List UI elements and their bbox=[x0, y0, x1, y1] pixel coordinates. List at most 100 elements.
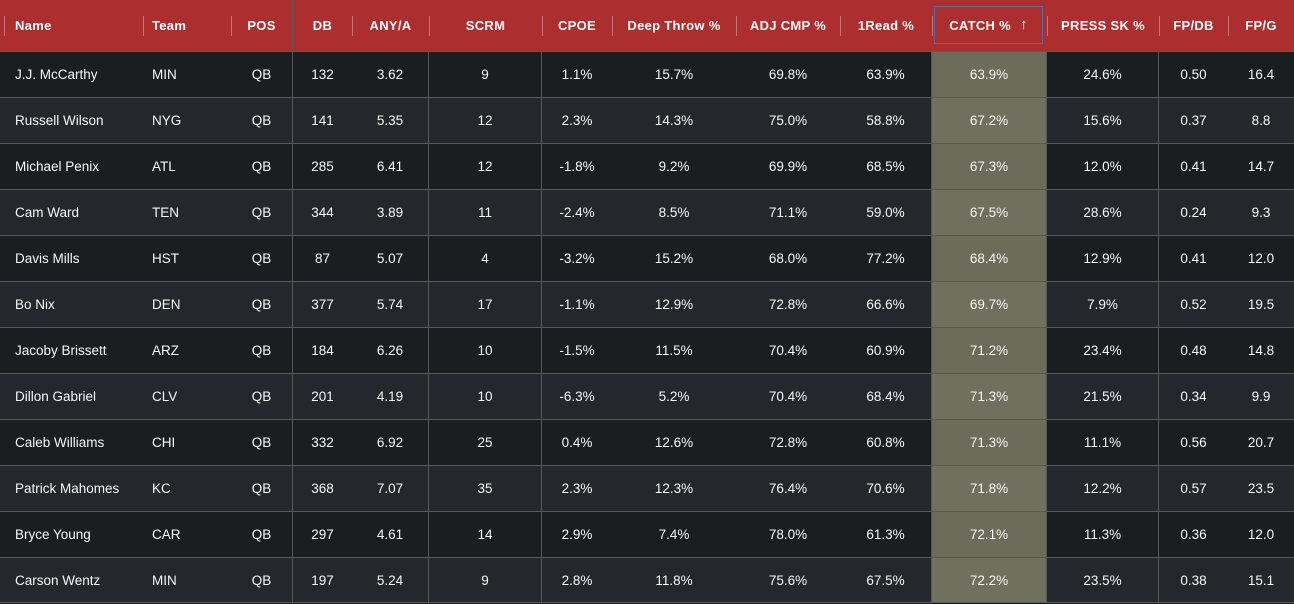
column-header-fpg[interactable]: FP/G bbox=[1228, 0, 1294, 51]
column-header-fpdb[interactable]: FP/DB bbox=[1159, 0, 1228, 51]
cell-adjcmp: 72.8% bbox=[768, 435, 808, 450]
cell-pos: QB bbox=[231, 374, 293, 419]
cell-adjcmp: 69.9% bbox=[768, 159, 808, 174]
cell-db: 332 bbox=[311, 435, 334, 450]
column-header-pos[interactable]: POS bbox=[231, 0, 293, 51]
cell-fpg: 19.5 bbox=[1247, 297, 1275, 312]
cell-deep: 15.2% bbox=[654, 251, 694, 266]
cell-deep: 12.9% bbox=[654, 297, 694, 312]
cell-team: DEN bbox=[152, 297, 181, 312]
cell-cpoe: 2.3% bbox=[561, 113, 593, 128]
cell-team: CLV bbox=[152, 389, 178, 404]
cell-cpoe: -1.8% bbox=[559, 159, 595, 174]
cell-catch: 71.2% bbox=[932, 328, 1047, 373]
table-row: Patrick Mahomes KC QB 368 7.07 35 2.3% 12.3% 76.… bbox=[0, 465, 1294, 511]
cell-db: 87 bbox=[314, 251, 331, 266]
cell-pos: QB bbox=[231, 466, 293, 511]
cell-scrm: 12 bbox=[429, 98, 542, 143]
column-header-cpoe[interactable]: CPOE bbox=[542, 0, 612, 51]
column-header-team[interactable]: Team bbox=[143, 0, 231, 51]
column-header-label: SCRM bbox=[465, 18, 506, 33]
cell-adjcmp: 75.0% bbox=[768, 113, 808, 128]
cell-read1: 77.2% bbox=[840, 236, 932, 281]
table-row: Carson Wentz MIN QB 197 5.24 9 2.8% 11.8% 75.6% 6… bbox=[0, 557, 1294, 603]
cell-name: Dillon Gabriel bbox=[15, 389, 97, 404]
cell-presssk: 23.4% bbox=[1047, 328, 1159, 373]
cell-catch: 67.5% bbox=[932, 190, 1047, 235]
table-row: Bryce Young CAR QB 297 4.61 14 2.9% 7.4% 78.0% 61… bbox=[0, 511, 1294, 557]
column-header-label: Deep Throw % bbox=[627, 18, 721, 33]
cell-db: 297 bbox=[311, 527, 334, 542]
cell-fpg: 9.9 bbox=[1251, 389, 1271, 404]
column-header-label: CPOE bbox=[557, 18, 597, 33]
cell-read1: 70.6% bbox=[840, 466, 932, 511]
cell-team: CHI bbox=[152, 435, 176, 450]
cell-fpg: 15.1 bbox=[1247, 572, 1275, 588]
column-header-read1[interactable]: 1Read % bbox=[840, 0, 932, 51]
column-header-deep[interactable]: Deep Throw % bbox=[612, 0, 736, 51]
cell-adjcmp: 70.4% bbox=[768, 343, 808, 358]
column-header-adjcmp[interactable]: ADJ CMP % bbox=[736, 0, 840, 51]
cell-fpdb: 0.36 bbox=[1180, 527, 1207, 542]
column-header-name[interactable]: Name bbox=[0, 0, 143, 51]
cell-deep: 11.8% bbox=[655, 572, 693, 588]
column-header-label: FP/DB bbox=[1173, 18, 1214, 33]
cell-adjcmp: 71.1% bbox=[768, 205, 808, 220]
cell-anya: 6.41 bbox=[352, 144, 429, 189]
cell-deep: 7.4% bbox=[658, 527, 690, 542]
cell-fpg: 16.4 bbox=[1247, 67, 1275, 82]
cell-anya: 7.07 bbox=[352, 466, 429, 511]
cell-pos: QB bbox=[231, 512, 293, 557]
cell-deep: 9.2% bbox=[658, 159, 690, 174]
cell-presssk: 12.2% bbox=[1047, 466, 1159, 511]
cell-deep: 12.6% bbox=[654, 435, 694, 450]
cell-fpdb: 0.38 bbox=[1180, 572, 1207, 588]
cell-fpg: 12.0 bbox=[1247, 527, 1275, 542]
cell-adjcmp: 78.0% bbox=[768, 527, 808, 542]
cell-name: Patrick Mahomes bbox=[15, 481, 120, 496]
column-header-db[interactable]: DB bbox=[293, 0, 352, 51]
cell-fpdb: 0.41 bbox=[1180, 159, 1207, 174]
cell-deep: 14.3% bbox=[654, 113, 694, 128]
column-header-scrm[interactable]: SCRM bbox=[429, 0, 542, 51]
cell-fpg: 8.8 bbox=[1251, 113, 1271, 128]
column-header-catch[interactable]: CATCH % ↑ bbox=[932, 0, 1047, 51]
cell-read1: 60.8% bbox=[840, 420, 932, 465]
column-header-anya[interactable]: ANY/A bbox=[352, 0, 429, 51]
cell-presssk: 12.0% bbox=[1047, 144, 1159, 189]
cell-cpoe: -2.4% bbox=[559, 205, 595, 220]
cell-deep: 5.2% bbox=[658, 389, 690, 404]
column-header-label: 1Read % bbox=[857, 18, 915, 33]
cell-catch: 71.8% bbox=[932, 466, 1047, 511]
cell-fpdb: 0.24 bbox=[1180, 205, 1207, 220]
cell-scrm: 25 bbox=[429, 420, 542, 465]
cell-presssk: 12.9% bbox=[1047, 236, 1159, 281]
table-body: J.J. McCarthy MIN QB 132 3.62 9 1.1% 15.7% 69.8%… bbox=[0, 51, 1294, 603]
cell-name: Jacoby Brissett bbox=[15, 343, 107, 358]
cell-deep: 12.3% bbox=[654, 481, 694, 496]
cell-scrm: 10 bbox=[429, 328, 542, 373]
cell-deep: 8.5% bbox=[658, 205, 690, 220]
cell-adjcmp: 76.4% bbox=[768, 481, 808, 496]
cell-pos: QB bbox=[231, 282, 293, 327]
cell-catch: 63.9% bbox=[932, 52, 1047, 97]
cell-read1: 67.5% bbox=[840, 558, 932, 602]
cell-read1: 59.0% bbox=[840, 190, 932, 235]
cell-anya: 5.24 bbox=[352, 558, 429, 602]
cell-read1: 66.6% bbox=[840, 282, 932, 327]
cell-cpoe: 2.9% bbox=[561, 527, 593, 542]
cell-adjcmp: 75.6% bbox=[768, 572, 808, 588]
cell-scrm: 4 bbox=[429, 236, 542, 281]
cell-name: J.J. McCarthy bbox=[15, 67, 98, 82]
cell-catch: 67.3% bbox=[932, 144, 1047, 189]
cell-presssk: 28.6% bbox=[1047, 190, 1159, 235]
cell-anya: 3.89 bbox=[352, 190, 429, 235]
cell-team: HST bbox=[152, 251, 179, 266]
cell-fpdb: 0.41 bbox=[1180, 251, 1207, 266]
cell-db: 201 bbox=[311, 389, 334, 404]
column-header-presssk[interactable]: PRESS SK % bbox=[1047, 0, 1159, 51]
column-header-label: DB bbox=[312, 18, 333, 33]
cell-fpdb: 0.34 bbox=[1180, 389, 1207, 404]
cell-pos: QB bbox=[231, 144, 293, 189]
cell-fpdb: 0.56 bbox=[1180, 435, 1207, 450]
